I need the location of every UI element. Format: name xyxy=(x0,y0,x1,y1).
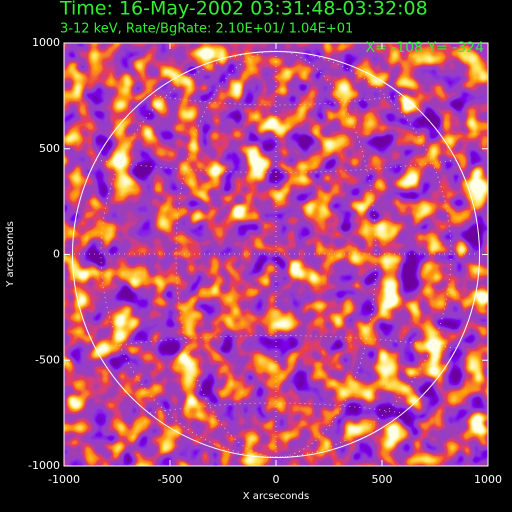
emission-map xyxy=(64,43,488,466)
y-tick-label: 0 xyxy=(53,248,60,261)
y-axis-label: Y arcseconds xyxy=(5,221,16,288)
y-tick-label: 1000 xyxy=(32,36,60,49)
x-axis-label: X arcseconds xyxy=(243,491,309,502)
x-tick-label: 1000 xyxy=(474,473,502,486)
heliographic-grid xyxy=(74,50,478,458)
chart-title: Time: 16-May-2002 03:31:48-03:32:08 xyxy=(59,0,428,20)
annotation: X= -108 Y= -324 xyxy=(365,40,484,56)
y-tick-label: -500 xyxy=(35,353,60,366)
chart-subtitle: 3-12 keV, Rate/BgRate: 2.10E+01/ 1.04E+0… xyxy=(60,22,353,37)
y-tick-label: 500 xyxy=(39,142,60,155)
x-tick-label: -500 xyxy=(158,473,183,486)
x-tick-label: 500 xyxy=(372,473,393,486)
x-tick-label: 0 xyxy=(273,473,280,486)
x-tick-label: -1000 xyxy=(48,473,80,486)
y-tick-label: -1000 xyxy=(28,459,60,472)
solar-limb xyxy=(71,50,481,459)
